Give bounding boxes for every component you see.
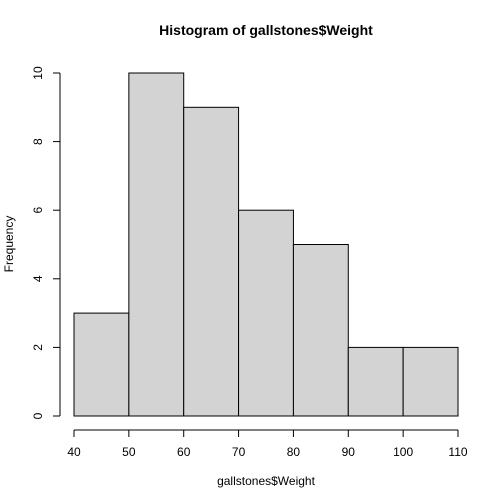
histogram-bar-60-70 <box>183 106 240 417</box>
chart-title: Histogram of gallstones$Weight <box>159 22 373 38</box>
x-tick-label-80: 80 <box>287 445 301 459</box>
y-tick-label-4: 4 <box>31 275 45 282</box>
y-axis: 0 2 4 6 8 10 <box>31 66 61 419</box>
histogram-bar-40-50 <box>73 312 130 417</box>
bars-group <box>73 72 459 417</box>
x-tick-label-40: 40 <box>67 445 81 459</box>
x-tick-label-110: 110 <box>448 445 467 459</box>
x-axis: 40 50 60 70 80 90 100 110 <box>67 429 468 459</box>
y-tick-label-8: 8 <box>31 138 45 145</box>
y-tick-label-10: 10 <box>31 66 45 80</box>
y-tick-label-2: 2 <box>31 344 45 351</box>
y-tick-label-0: 0 <box>31 412 45 419</box>
histogram-bar-70-80 <box>238 209 294 417</box>
x-tick-label-50: 50 <box>122 445 136 459</box>
x-tick-label-70: 70 <box>232 445 246 459</box>
x-axis-label: gallstones$Weight <box>217 474 316 488</box>
histogram-bar-50-60 <box>128 72 185 417</box>
histogram-bar-80-90 <box>292 244 349 417</box>
histogram-bar-90-100 <box>347 346 404 417</box>
x-tick-label-100: 100 <box>393 445 413 459</box>
x-tick-label-60: 60 <box>177 445 191 459</box>
y-tick-label-6: 6 <box>31 207 45 214</box>
y-axis-label: Frequency <box>2 216 16 273</box>
histogram-bar-100-110 <box>402 346 459 417</box>
x-tick-label-90: 90 <box>342 445 356 459</box>
